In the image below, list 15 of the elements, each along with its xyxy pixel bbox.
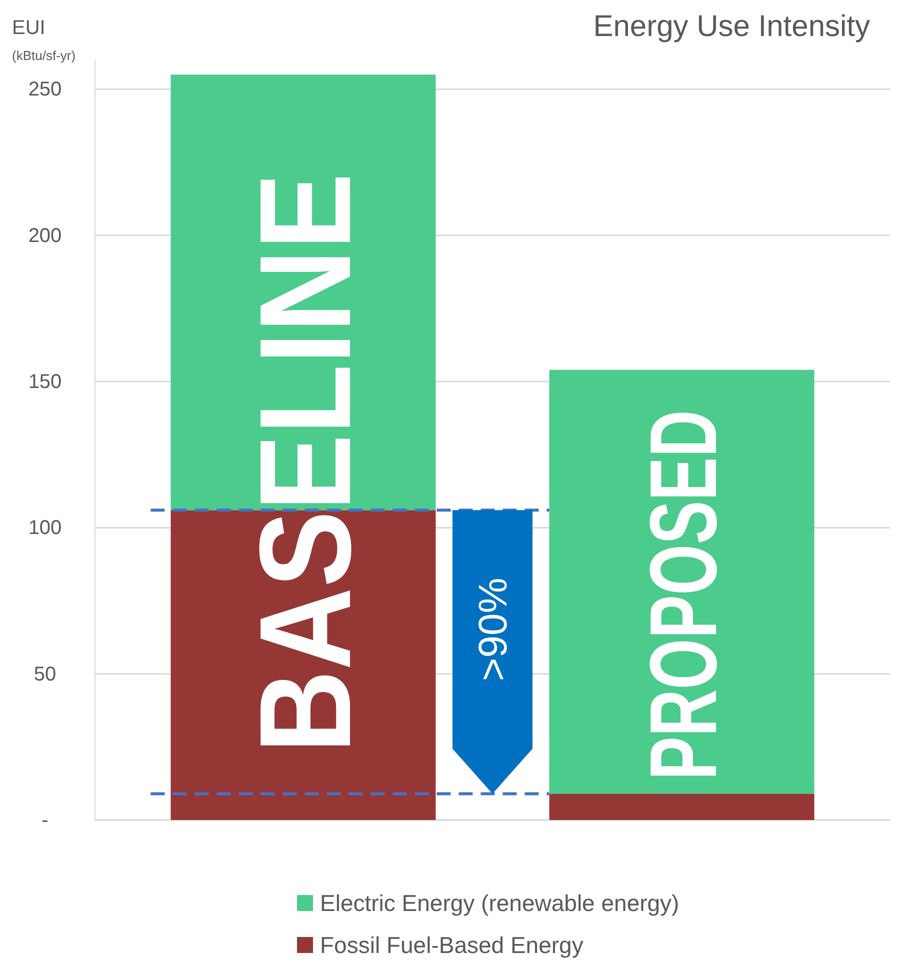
bar	[549, 794, 814, 820]
annotation: PROPOSED	[630, 242, 737, 780]
y-tick-label: 100	[28, 517, 62, 540]
y-tick-label: 50	[34, 663, 56, 686]
text: (kBtu/sf-yr)	[12, 48, 76, 63]
y-tick-label: 150	[28, 370, 62, 393]
y-axis-title: EUI	[12, 17, 46, 39]
chart-title: Energy Use Intensity	[593, 10, 870, 43]
y-tick-label: 250	[28, 78, 62, 101]
y-tick-label: -	[42, 809, 48, 832]
legend-label: Fossil Fuel-Based Energy	[320, 932, 584, 958]
annotation: >90%	[472, 578, 516, 682]
annotation: BASELINE	[232, 96, 378, 753]
legend-label: Electric Energy (renewable energy)	[320, 890, 680, 916]
y-tick-label: 200	[28, 224, 62, 247]
